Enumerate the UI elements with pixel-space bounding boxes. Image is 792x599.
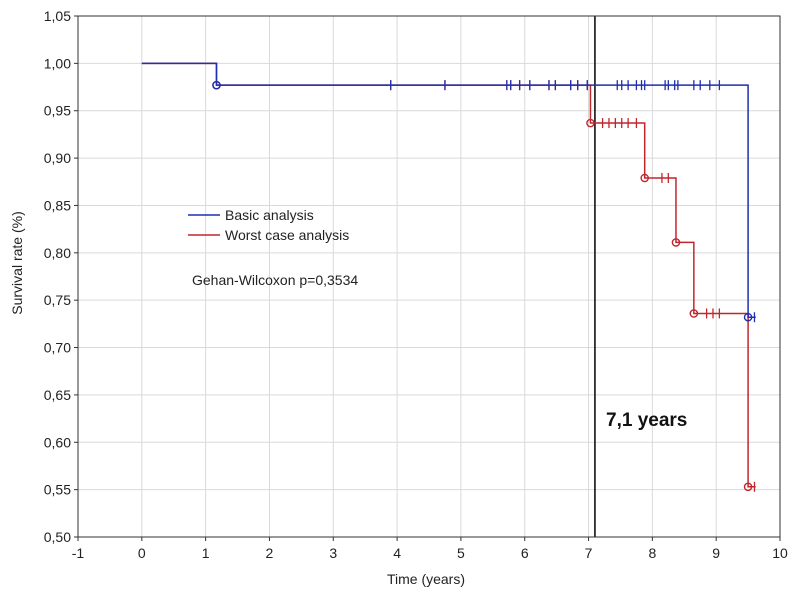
x-tick-label: 7 — [585, 545, 593, 561]
event-marker-worst — [671, 238, 681, 247]
event-marker-worst — [689, 309, 699, 318]
y-tick-label: 1,00 — [44, 55, 71, 71]
plot-frame — [77, 15, 781, 538]
x-tick-label: -1 — [72, 545, 85, 561]
plot-border — [77, 15, 781, 538]
gehan-wilcoxon-annotation: Gehan-Wilcoxon p=0,3534 — [192, 272, 358, 288]
event-marker-basic — [212, 80, 221, 90]
legend: Basic analysis Worst case analysis — [188, 207, 349, 243]
x-tick-label: 4 — [393, 545, 401, 561]
y-tick-label: 0,85 — [44, 197, 71, 213]
x-tick-label: 5 — [457, 545, 465, 561]
reference-line-label: 7,1 years — [606, 410, 687, 431]
y-tick-label: 0,95 — [44, 103, 71, 119]
x-axis-title: Time (years) — [387, 571, 465, 587]
x-tick-label: 2 — [266, 545, 274, 561]
legend-label-basic: Basic analysis — [225, 207, 314, 223]
y-tick-label: 0,80 — [44, 245, 71, 261]
series-group — [141, 62, 756, 492]
series-basic — [141, 62, 756, 323]
y-tick-label: 0,55 — [44, 482, 71, 498]
x-tick-label: 10 — [772, 545, 788, 561]
y-tick-label: 0,50 — [44, 529, 71, 545]
y-axis-title: Survival rate (%) — [9, 211, 25, 314]
x-tick-label: 1 — [202, 545, 210, 561]
y-tick-label: 0,90 — [44, 150, 71, 166]
x-tick-label: 6 — [521, 545, 529, 561]
y-tick-label: 0,75 — [44, 292, 71, 308]
x-tick-label: 8 — [648, 545, 656, 561]
tick-labels: 0,50 0,55 0,60 0,65 0,70 0,75 0,80 0,85 0,90 0,95… — [44, 8, 788, 561]
event-marker-basic — [743, 312, 753, 322]
legend-label-worst: Worst case analysis — [225, 227, 349, 243]
y-tick-label: 1,05 — [44, 8, 71, 24]
y-tick-label: 0,70 — [44, 340, 71, 356]
x-tick-label: 3 — [329, 545, 337, 561]
y-tick-label: 0,65 — [44, 387, 71, 403]
event-marker-worst — [743, 482, 753, 492]
x-tick-label: 9 — [712, 545, 720, 561]
y-tick-label: 0,60 — [44, 434, 71, 450]
event-marker-worst — [640, 173, 650, 183]
x-tick-label: 0 — [138, 545, 146, 561]
series-line-basic — [141, 62, 756, 318]
event-marker-worst — [586, 118, 595, 128]
